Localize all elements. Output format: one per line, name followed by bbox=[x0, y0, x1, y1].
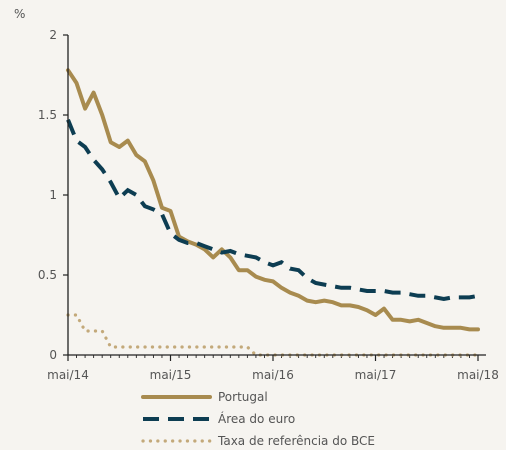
legend-label: Portugal bbox=[218, 390, 268, 404]
legend-label: Área do euro bbox=[218, 411, 295, 426]
y-tick-label: 0 bbox=[49, 348, 57, 362]
x-tick-label: mai/15 bbox=[150, 368, 192, 382]
y-tick-label: 1.5 bbox=[38, 108, 57, 122]
x-tick-label: mai/14 bbox=[47, 368, 89, 382]
legend: Portugal Área do euro Taxa de referência d… bbox=[141, 390, 375, 448]
y-tick-label: 0.5 bbox=[38, 268, 57, 282]
y-tick-label: 1 bbox=[49, 188, 57, 202]
y-axis-ticks: 0 0.5 1 1.5 2 bbox=[38, 28, 68, 362]
y-tick-label: 2 bbox=[49, 28, 57, 42]
y-unit-label: % bbox=[14, 7, 25, 21]
series-layer bbox=[66, 68, 480, 357]
legend-item-taxa-bce: Taxa de referência do BCE bbox=[141, 434, 375, 448]
series-portugal-line bbox=[66, 68, 480, 332]
series-area-do-euro-line bbox=[66, 119, 479, 302]
x-tick-label: mai/16 bbox=[252, 368, 294, 382]
legend-item-portugal: Portugal bbox=[141, 390, 268, 404]
legend-item-area-do-euro: Área do euro bbox=[143, 411, 295, 426]
x-tick-label: mai/17 bbox=[355, 368, 397, 382]
x-tick-label: mai/18 bbox=[457, 368, 499, 382]
legend-label: Taxa de referência do BCE bbox=[217, 434, 375, 448]
x-axis-ticks: mai/14 mai/15 mai/16 mai/17 mai/18 bbox=[47, 355, 499, 382]
